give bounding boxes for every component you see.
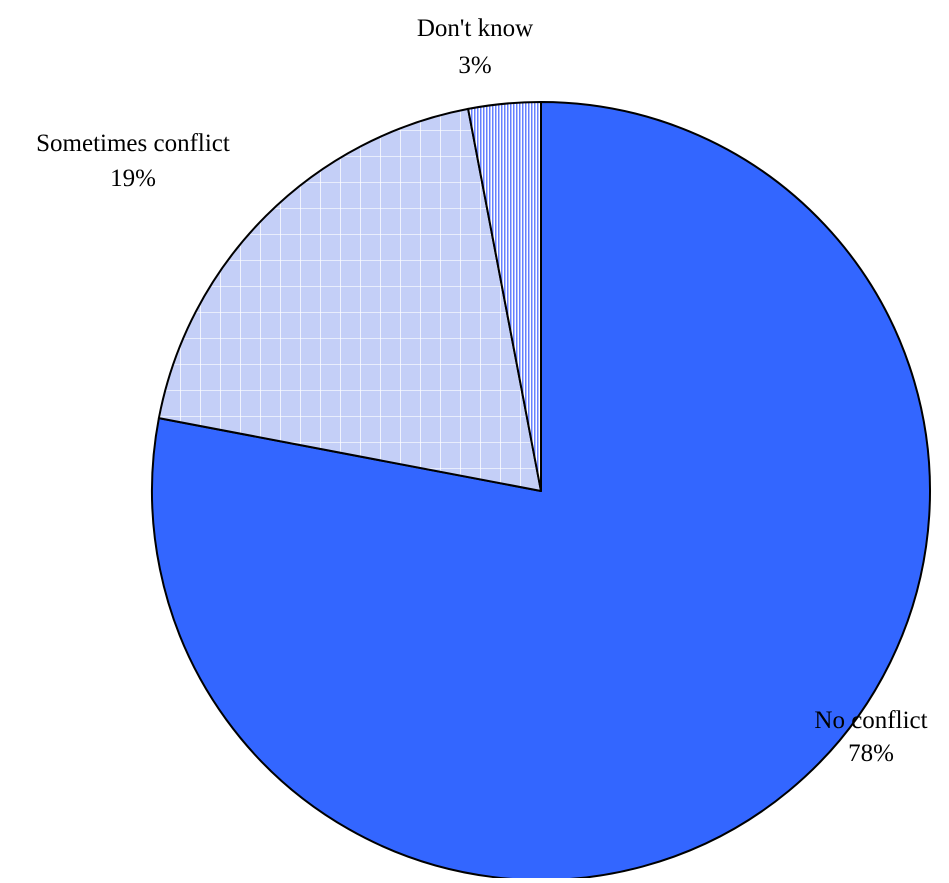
slice-label-sometimes-conflict: Sometimes conflict [36, 130, 230, 157]
pie-slice-don-t-know [467, 101, 542, 492]
slice-percent-sometimes-conflict: 19% [110, 165, 156, 192]
slice-percent-don-t-know: 3% [458, 52, 491, 79]
slice-percent-no-conflict: 78% [848, 740, 894, 767]
pie-labels: No conflict 78% Sometimes conflict 19% Don't… [36, 15, 927, 767]
slice-label-don-t-know: Don't know [417, 15, 533, 42]
pie-slices [151, 101, 931, 881]
slice-label-no-conflict: No conflict [814, 707, 927, 734]
pie-slice-sometimes-conflict [157, 107, 542, 492]
